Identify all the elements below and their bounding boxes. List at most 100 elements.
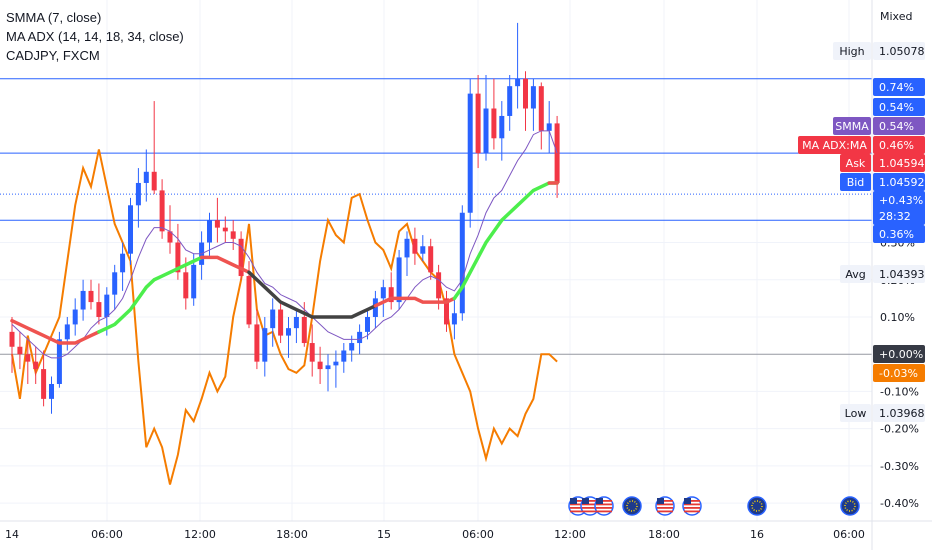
price-tag-value: +0.00%	[879, 348, 923, 361]
price-tag[interactable]: +0.43% 28:32	[873, 191, 925, 225]
y-tick-label: -0.30%	[880, 460, 919, 473]
x-tick-label: 14	[5, 528, 19, 541]
candle-body	[404, 238, 410, 258]
candle-body	[420, 246, 426, 254]
candle-body	[80, 290, 86, 310]
ma-segment	[10, 318, 101, 345]
smma-line	[11, 130, 558, 359]
y-tick-label: -0.20%	[880, 423, 919, 436]
legend-ma-adx[interactable]: MA ADX (14, 14, 18, 34, close)	[6, 29, 184, 44]
us-flag-event-icon[interactable]	[682, 496, 702, 516]
candle-body	[222, 227, 228, 232]
candle-body	[262, 328, 268, 362]
candle-body	[451, 313, 457, 325]
time-axis[interactable]: 14 06:00 12:00 18:00 15 06:00 12:00 18:00 16 06:0…	[5, 528, 865, 541]
price-tag[interactable]: 0.74%	[873, 78, 925, 96]
candle-body	[491, 108, 497, 139]
candle-body	[135, 182, 141, 206]
price-tags: 1.05078 High 0.74% 0.54% 0.54% SMMA 0.46% MA AD…	[798, 42, 925, 422]
candle-body	[254, 324, 260, 362]
price-tag-value: -0.03%	[879, 367, 918, 380]
candle-body	[33, 361, 39, 370]
price-tag[interactable]: 1.04592 Bid	[840, 173, 925, 191]
candle-body	[365, 316, 370, 332]
candle-body	[17, 346, 23, 355]
candles	[9, 22, 560, 414]
candle-body	[238, 238, 244, 277]
price-tag[interactable]: -0.03%	[873, 364, 925, 382]
candle-body	[207, 220, 212, 243]
x-tick-label: 12:00	[554, 528, 586, 541]
ma-segment	[97, 255, 204, 334]
ma-segment	[373, 296, 457, 308]
candle-body	[41, 369, 47, 399]
candle-body	[214, 220, 220, 228]
scale-mode-label[interactable]: Mixed	[880, 10, 912, 23]
candle-body	[515, 78, 521, 87]
candle-body	[388, 287, 394, 303]
ma-adx-ma-line	[10, 181, 559, 345]
price-tag[interactable]: 0.54% SMMA	[833, 117, 925, 135]
price-tag-value: 1.03968	[879, 407, 925, 420]
legend-smma[interactable]: SMMA (7, close)	[6, 10, 102, 25]
candle-body	[380, 287, 386, 299]
price-tag-value: 0.46%	[879, 139, 914, 152]
legend-symbol[interactable]: CADJPY, FXCM	[6, 48, 100, 63]
price-tag-value: 0.36%	[879, 228, 914, 241]
economic-events[interactable]	[568, 496, 860, 516]
price-tag[interactable]: 1.03968 Low	[840, 404, 925, 422]
price-tag[interactable]: 0.46% MA ADX:MA	[798, 136, 925, 154]
price-tag-label: Bid	[847, 176, 865, 189]
candle-body	[96, 302, 102, 317]
candle-body	[341, 350, 347, 362]
candle-body	[49, 383, 54, 399]
price-tag[interactable]: 0.54%	[873, 98, 925, 116]
x-tick-label: 16	[750, 528, 764, 541]
candle-body	[507, 86, 513, 116]
candle-body	[88, 290, 94, 303]
ma-segment	[452, 181, 559, 301]
y-tick-label: 0.10%	[880, 311, 915, 324]
price-tag[interactable]: 1.04393 Avg	[840, 265, 925, 283]
price-tag[interactable]: 1.05078 High	[833, 42, 925, 60]
price-tag[interactable]: +0.00%	[873, 345, 925, 363]
price-tag-label: MA ADX:MA	[802, 139, 867, 152]
x-tick-label: 06:00	[462, 528, 494, 541]
price-tag-label: Avg	[845, 268, 865, 281]
candle-body	[120, 253, 126, 273]
horizontal-levels	[0, 78, 872, 355]
candle-body	[523, 78, 528, 109]
us-flag-event-icon[interactable]	[594, 496, 614, 516]
eu-flag-event-icon[interactable]	[747, 496, 767, 516]
price-tag-label: High	[839, 45, 864, 58]
candle-body	[309, 343, 315, 362]
candle-body	[467, 93, 473, 213]
candle-body	[278, 309, 284, 336]
price-tag[interactable]: 0.36%	[873, 225, 925, 243]
ma-segment	[199, 255, 251, 275]
price-tag[interactable]: 1.04594 Ask	[840, 154, 925, 172]
candle-body	[151, 171, 157, 191]
candle-body	[483, 108, 489, 154]
smma-path	[11, 130, 558, 359]
candle-body	[270, 309, 276, 329]
x-tick-label: 12:00	[184, 528, 216, 541]
adx-line	[11, 149, 558, 485]
us-flag-event-icon[interactable]	[655, 496, 675, 516]
price-tag-value: 1.04594	[879, 157, 925, 170]
us-flag-event-icon[interactable]	[580, 496, 600, 516]
ma-segment	[247, 270, 378, 319]
eu-flag-event-icon[interactable]	[840, 496, 860, 516]
price-tag-value: 1.04393	[879, 268, 925, 281]
candle-body	[530, 86, 536, 109]
candle-body	[143, 171, 149, 183]
candle-body	[25, 354, 31, 362]
x-tick-label: 06:00	[833, 528, 865, 541]
candle-body	[317, 361, 323, 370]
y-tick-label: -0.40%	[880, 497, 919, 510]
eu-flag-event-icon[interactable]	[622, 496, 642, 516]
candle-body	[459, 212, 465, 314]
chart-legend: SMMA (7, close) MA ADX (14, 14, 18, 34, …	[6, 8, 184, 65]
